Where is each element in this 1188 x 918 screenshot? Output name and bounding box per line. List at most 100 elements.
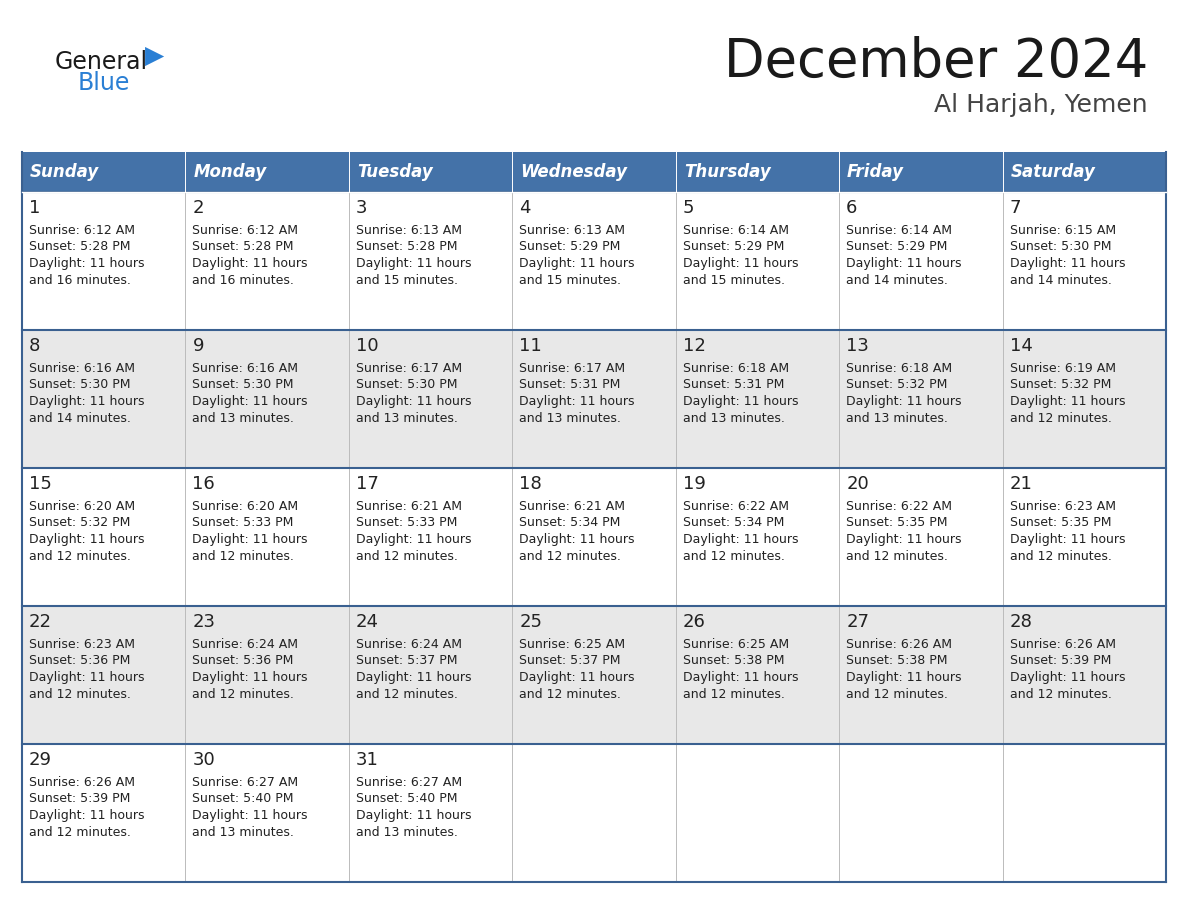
- Text: and 13 minutes.: and 13 minutes.: [683, 412, 784, 426]
- Text: Sunset: 5:28 PM: Sunset: 5:28 PM: [192, 241, 293, 253]
- Text: Sunrise: 6:12 AM: Sunrise: 6:12 AM: [29, 223, 135, 237]
- Text: Sunrise: 6:19 AM: Sunrise: 6:19 AM: [1010, 362, 1116, 375]
- Text: Daylight: 11 hours: Daylight: 11 hours: [356, 810, 472, 823]
- Text: Daylight: 11 hours: Daylight: 11 hours: [846, 258, 961, 271]
- Text: and 12 minutes.: and 12 minutes.: [1010, 412, 1112, 426]
- Text: Sunrise: 6:12 AM: Sunrise: 6:12 AM: [192, 223, 298, 237]
- Text: Daylight: 11 hours: Daylight: 11 hours: [356, 396, 472, 409]
- Text: Sunset: 5:39 PM: Sunset: 5:39 PM: [29, 792, 131, 805]
- Text: Daylight: 11 hours: Daylight: 11 hours: [29, 396, 145, 409]
- Text: Sunrise: 6:20 AM: Sunrise: 6:20 AM: [192, 499, 298, 512]
- Text: 2: 2: [192, 199, 204, 217]
- Text: Sunset: 5:30 PM: Sunset: 5:30 PM: [192, 378, 293, 391]
- Text: Daylight: 11 hours: Daylight: 11 hours: [1010, 258, 1125, 271]
- Text: and 13 minutes.: and 13 minutes.: [846, 412, 948, 426]
- Text: Sunset: 5:37 PM: Sunset: 5:37 PM: [356, 655, 457, 667]
- Text: 24: 24: [356, 613, 379, 631]
- Text: Sunset: 5:35 PM: Sunset: 5:35 PM: [1010, 517, 1111, 530]
- Text: Sunrise: 6:20 AM: Sunrise: 6:20 AM: [29, 499, 135, 512]
- Text: Sunset: 5:33 PM: Sunset: 5:33 PM: [192, 517, 293, 530]
- Text: and 12 minutes.: and 12 minutes.: [356, 688, 457, 701]
- Text: Sunrise: 6:26 AM: Sunrise: 6:26 AM: [1010, 637, 1116, 651]
- Text: Daylight: 11 hours: Daylight: 11 hours: [29, 671, 145, 685]
- Text: 30: 30: [192, 751, 215, 769]
- Text: Daylight: 11 hours: Daylight: 11 hours: [519, 396, 634, 409]
- Text: 8: 8: [29, 337, 40, 355]
- Text: Saturday: Saturday: [1011, 163, 1095, 181]
- Text: and 14 minutes.: and 14 minutes.: [1010, 274, 1112, 287]
- Bar: [23, 330, 1165, 468]
- Text: and 12 minutes.: and 12 minutes.: [1010, 551, 1112, 564]
- Text: Sunset: 5:32 PM: Sunset: 5:32 PM: [29, 517, 131, 530]
- Text: and 14 minutes.: and 14 minutes.: [29, 412, 131, 426]
- Text: Sunset: 5:32 PM: Sunset: 5:32 PM: [846, 378, 948, 391]
- Text: and 12 minutes.: and 12 minutes.: [846, 551, 948, 564]
- Text: 7: 7: [1010, 199, 1020, 217]
- Text: Daylight: 11 hours: Daylight: 11 hours: [683, 396, 798, 409]
- Text: Daylight: 11 hours: Daylight: 11 hours: [192, 810, 308, 823]
- Text: Sunrise: 6:26 AM: Sunrise: 6:26 AM: [846, 637, 952, 651]
- Text: Daylight: 11 hours: Daylight: 11 hours: [1010, 671, 1125, 685]
- Text: 28: 28: [1010, 613, 1032, 631]
- Text: Sunset: 5:29 PM: Sunset: 5:29 PM: [519, 241, 620, 253]
- Text: and 12 minutes.: and 12 minutes.: [356, 551, 457, 564]
- Text: Sunrise: 6:17 AM: Sunrise: 6:17 AM: [356, 362, 462, 375]
- Text: 19: 19: [683, 475, 706, 493]
- Text: Sunset: 5:29 PM: Sunset: 5:29 PM: [846, 241, 948, 253]
- Text: Sunset: 5:30 PM: Sunset: 5:30 PM: [1010, 241, 1111, 253]
- Text: 16: 16: [192, 475, 215, 493]
- Text: Daylight: 11 hours: Daylight: 11 hours: [1010, 533, 1125, 546]
- Text: Daylight: 11 hours: Daylight: 11 hours: [519, 533, 634, 546]
- Text: Daylight: 11 hours: Daylight: 11 hours: [683, 258, 798, 271]
- Text: 5: 5: [683, 199, 694, 217]
- Text: Sunrise: 6:14 AM: Sunrise: 6:14 AM: [683, 223, 789, 237]
- Text: Thursday: Thursday: [684, 163, 771, 181]
- Text: and 12 minutes.: and 12 minutes.: [683, 551, 784, 564]
- Bar: [512, 152, 676, 192]
- Text: 9: 9: [192, 337, 204, 355]
- Text: Sunrise: 6:18 AM: Sunrise: 6:18 AM: [683, 362, 789, 375]
- Text: and 16 minutes.: and 16 minutes.: [29, 274, 131, 287]
- Bar: [23, 192, 1165, 330]
- Text: Sunrise: 6:17 AM: Sunrise: 6:17 AM: [519, 362, 625, 375]
- Text: 4: 4: [519, 199, 531, 217]
- Bar: [839, 152, 1003, 192]
- Text: 18: 18: [519, 475, 542, 493]
- Text: Daylight: 11 hours: Daylight: 11 hours: [519, 258, 634, 271]
- Text: and 14 minutes.: and 14 minutes.: [846, 274, 948, 287]
- Text: Monday: Monday: [194, 163, 266, 181]
- Text: Sunrise: 6:16 AM: Sunrise: 6:16 AM: [29, 362, 135, 375]
- Text: Sunrise: 6:24 AM: Sunrise: 6:24 AM: [356, 637, 462, 651]
- Text: 21: 21: [1010, 475, 1032, 493]
- Text: Daylight: 11 hours: Daylight: 11 hours: [29, 810, 145, 823]
- Text: Sunset: 5:28 PM: Sunset: 5:28 PM: [356, 241, 457, 253]
- Text: 6: 6: [846, 199, 858, 217]
- Text: General: General: [55, 50, 148, 74]
- Text: and 12 minutes.: and 12 minutes.: [29, 826, 131, 839]
- Text: 29: 29: [29, 751, 52, 769]
- Text: Sunrise: 6:13 AM: Sunrise: 6:13 AM: [356, 223, 462, 237]
- Bar: [676, 152, 839, 192]
- Text: Sunrise: 6:25 AM: Sunrise: 6:25 AM: [519, 637, 625, 651]
- Text: 31: 31: [356, 751, 379, 769]
- Text: and 13 minutes.: and 13 minutes.: [356, 412, 457, 426]
- Text: Sunset: 5:37 PM: Sunset: 5:37 PM: [519, 655, 621, 667]
- Text: 11: 11: [519, 337, 542, 355]
- Text: Sunset: 5:35 PM: Sunset: 5:35 PM: [846, 517, 948, 530]
- Text: Sunrise: 6:21 AM: Sunrise: 6:21 AM: [356, 499, 462, 512]
- Text: Daylight: 11 hours: Daylight: 11 hours: [192, 671, 308, 685]
- Text: Sunset: 5:39 PM: Sunset: 5:39 PM: [1010, 655, 1111, 667]
- Text: Sunset: 5:40 PM: Sunset: 5:40 PM: [192, 792, 293, 805]
- Text: Sunset: 5:28 PM: Sunset: 5:28 PM: [29, 241, 131, 253]
- Text: Sunrise: 6:25 AM: Sunrise: 6:25 AM: [683, 637, 789, 651]
- Text: Sunrise: 6:24 AM: Sunrise: 6:24 AM: [192, 637, 298, 651]
- Text: and 12 minutes.: and 12 minutes.: [519, 688, 621, 701]
- Text: and 15 minutes.: and 15 minutes.: [356, 274, 457, 287]
- Text: and 12 minutes.: and 12 minutes.: [519, 551, 621, 564]
- Bar: [23, 152, 185, 192]
- Text: Sunrise: 6:26 AM: Sunrise: 6:26 AM: [29, 776, 135, 789]
- Text: 22: 22: [29, 613, 52, 631]
- Text: Sunrise: 6:13 AM: Sunrise: 6:13 AM: [519, 223, 625, 237]
- Text: 10: 10: [356, 337, 379, 355]
- Text: Sunset: 5:29 PM: Sunset: 5:29 PM: [683, 241, 784, 253]
